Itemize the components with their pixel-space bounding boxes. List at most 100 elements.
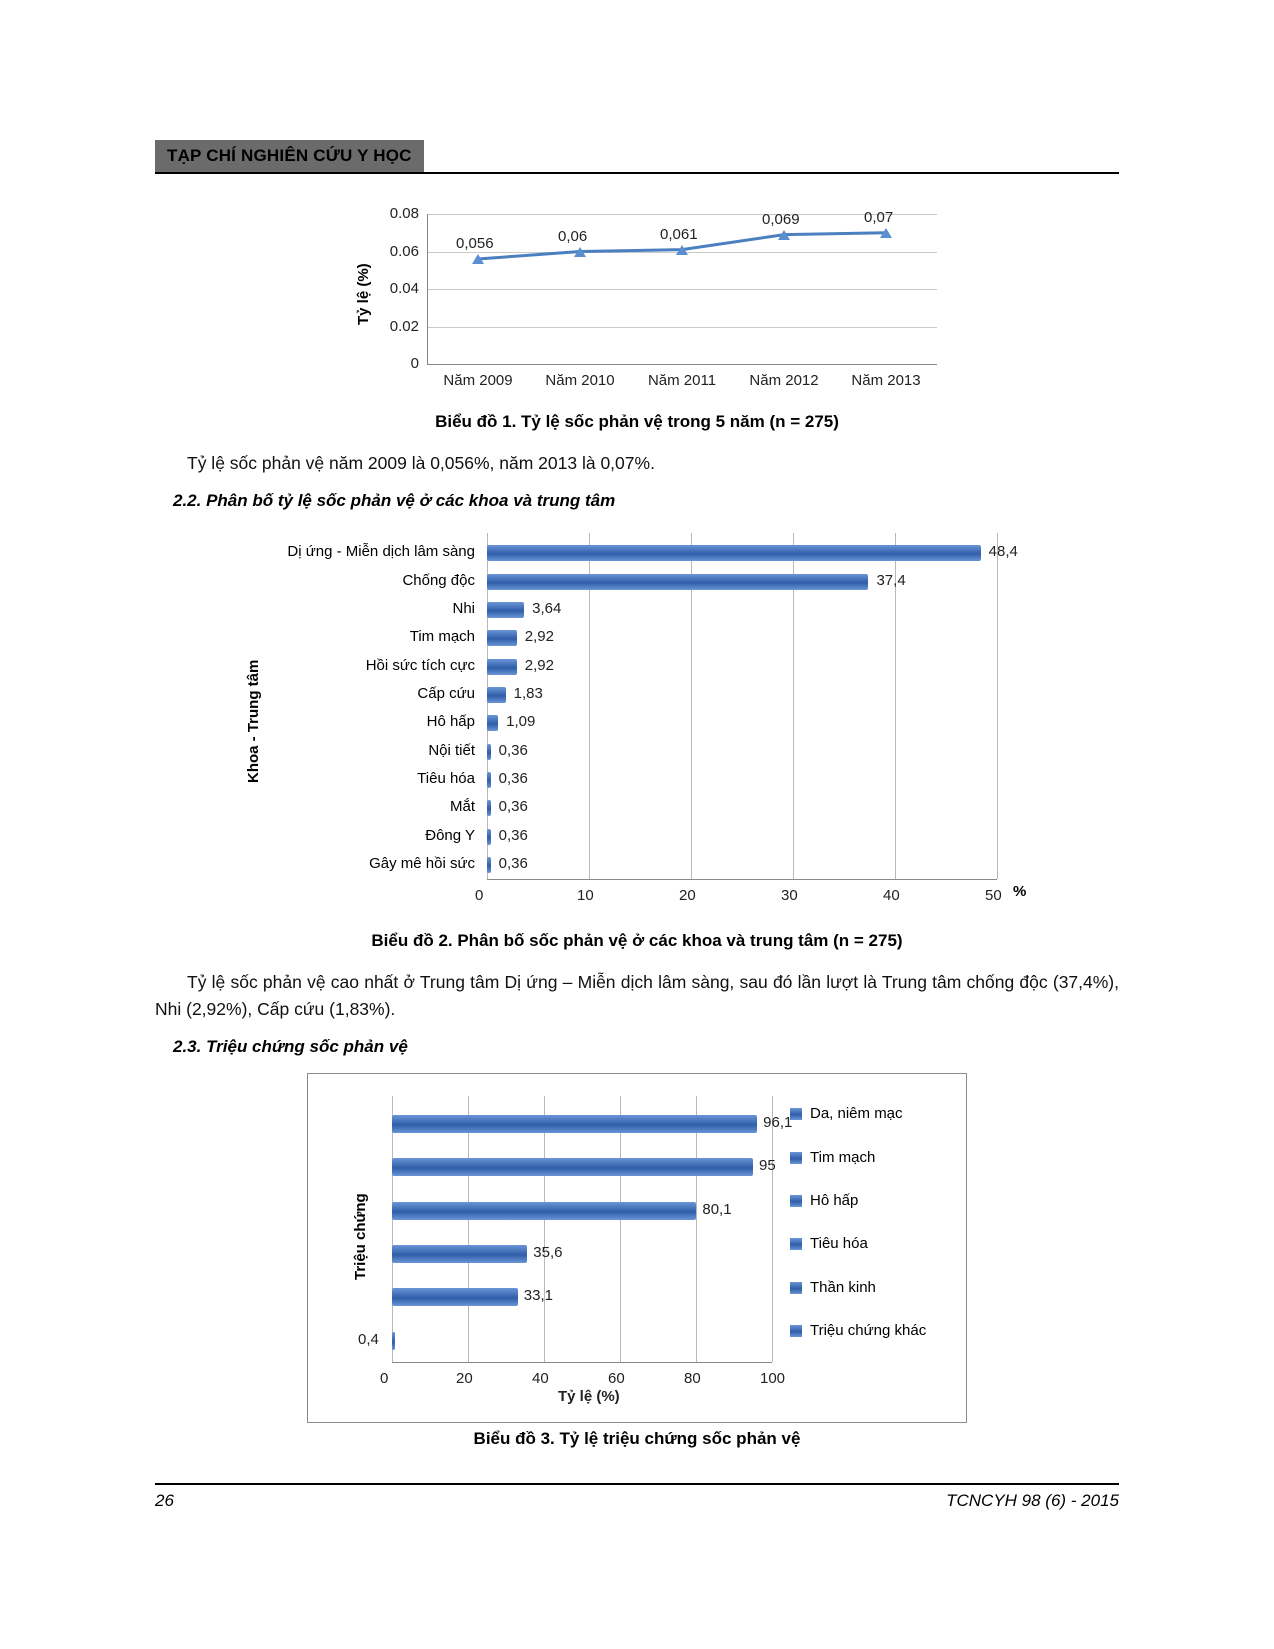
chart2-xtick: 30 [781,887,798,904]
chart3-legend-label: Tim mạch [810,1149,875,1166]
page-footer: 26 TCNCYH 98 (6) - 2015 [155,1491,1119,1511]
chart2-xtick: 50 [985,887,1002,904]
chart1-marker [472,254,484,264]
chart1-data-label: 0,069 [762,211,800,228]
chart1-data-label: 0,056 [456,235,494,252]
chart2-value-label: 0,36 [499,855,528,872]
chart2-value-label: 0,36 [499,742,528,759]
paragraph-chart1-summary: Tỷ lệ sốc phản vệ năm 2009 là 0,056%, nă… [155,450,1119,477]
section-2-2-heading: 2.2. Phân bố tỷ lệ sốc phản vệ ở các kho… [173,491,1119,511]
section-2-3-heading: 2.3. Triệu chứng sốc phản vệ [173,1037,1119,1057]
chart3-legend-swatch [790,1282,802,1294]
chart3-bar [392,1332,395,1350]
chart2-bar [487,602,524,618]
chart2-category-label: Tiêu hóa [227,770,475,787]
chart1-marker [574,247,586,257]
chart3-x-title: Tỷ lệ (%) [558,1388,620,1405]
chart2-bar [487,744,491,760]
chart2-xtick: 20 [679,887,696,904]
chart2-category-label: Nhi [227,600,475,617]
chart3-xtick: 20 [456,1370,473,1387]
chart2-value-label: 2,92 [525,628,554,645]
chart3-legend-label: Tiêu hóa [810,1235,868,1252]
chart2-value-label: 37,4 [876,572,905,589]
chart2-category-label: Tim mạch [227,628,475,645]
chart2-caption: Biểu đồ 2. Phân bố sốc phản vệ ở các kho… [155,931,1119,951]
chart2-value-label: 1,09 [506,713,535,730]
paragraph-chart2-summary: Tỷ lệ sốc phản vệ cao nhất ở Trung tâm D… [155,969,1119,1023]
chart2-bar [487,545,981,561]
chart1-data-label: 0,06 [558,228,587,245]
journal-header: TẠP CHÍ NGHIÊN CỨU Y HỌC [155,140,424,172]
chart2-value-label: 0,36 [499,827,528,844]
chart3-xtick: 80 [684,1370,701,1387]
chart2-bar [487,857,491,873]
chart1-marker [880,228,892,238]
chart3-xtick: 100 [760,1370,785,1387]
chart2-category-label: Nội tiết [227,742,475,759]
chart2-value-label: 48,4 [989,543,1018,560]
chart2-value-label: 1,83 [514,685,543,702]
chart2-category-label: Hô hấp [227,713,475,730]
chart2-xtick: 40 [883,887,900,904]
chart2-category-label: Hồi sức tích cực [227,657,475,674]
chart2-category-label: Mắt [227,798,475,815]
chart2-bar [487,715,498,731]
header-rule [155,172,1119,174]
chart3-bar [392,1115,757,1133]
chart3-value-label: 95 [759,1157,776,1174]
chart3-xtick: 40 [532,1370,549,1387]
chart2-category-label: Đông Y [227,827,475,844]
chart2-bar [487,800,491,816]
chart1-data-label: 0,061 [660,226,698,243]
chart3-legend-label: Hô hấp [810,1192,858,1209]
chart2-bar [487,630,517,646]
chart3-value-label: 33,1 [524,1287,553,1304]
chart3-legend-label: Thần kinh [810,1279,876,1296]
chart2-category-label: Cấp cứu [227,685,475,702]
chart3-hbar: 02040608010096,19580,135,633,10,4Da, niê… [322,1092,952,1412]
page-number: 26 [155,1491,174,1511]
chart3-caption: Biểu đồ 3. Tỷ lệ triệu chứng sốc phản vệ [155,1429,1119,1449]
chart3-value-label: 35,6 [533,1244,562,1261]
chart1-data-label: 0,07 [864,209,893,226]
page: TẠP CHÍ NGHIÊN CỨU Y HỌC 00.020.040.060.… [0,0,1274,1591]
chart3-xtick: 60 [608,1370,625,1387]
chart3-legend-swatch [790,1195,802,1207]
chart2-category-label: Dị ứng - Miễn dịch lâm sàng [227,543,475,560]
chart2-bar [487,687,506,703]
chart3-y-title: Triệu chứng [352,1194,369,1281]
chart3-legend-swatch [790,1108,802,1120]
chart3-bar [392,1158,753,1176]
chart3-bar [392,1288,518,1306]
chart2-category-label: Gây mê hồi sức [227,855,475,872]
chart2-bar [487,772,491,788]
chart1-marker [778,230,790,240]
chart2-bar [487,574,868,590]
chart3-value-label: 80,1 [702,1201,731,1218]
chart1-line: 00.020.040.060.08Năm 2009Năm 2010Năm 201… [317,204,957,404]
chart2-category-label: Chống độc [227,572,475,589]
chart1-y-title: Tỷ lệ (%) [355,263,372,325]
chart2-value-label: 0,36 [499,770,528,787]
chart1-caption: Biểu đồ 1. Tỷ lệ sốc phản vệ trong 5 năm… [155,412,1119,432]
running-footer: TCNCYH 98 (6) - 2015 [946,1491,1119,1511]
chart2-value-label: 0,36 [499,798,528,815]
chart2-hbar: 0 10 20 30 40 50 Dị ứng - Miễn dịch lâm sàng 48… [227,525,1047,925]
chart2-xtick: 10 [577,887,594,904]
chart3-legend-swatch [790,1325,802,1337]
chart2-xtick: 0 [475,887,483,904]
chart2-y-title: Khoa - Trung tâm [245,660,262,783]
chart3-legend-label: Triệu chứng khác [810,1322,926,1339]
chart3-legend-swatch [790,1152,802,1164]
chart3-frame: 02040608010096,19580,135,633,10,4Da, niê… [307,1073,967,1423]
chart2-bar [487,659,517,675]
chart2-value-label: 2,92 [525,657,554,674]
chart3-legend-swatch [790,1238,802,1250]
chart3-bar [392,1202,696,1220]
chart3-bar [392,1245,527,1263]
chart1-marker [676,245,688,255]
chart3-xtick: 0 [380,1370,388,1387]
footer-rule [155,1483,1119,1485]
chart3-value-label: 0,4 [358,1331,379,1348]
